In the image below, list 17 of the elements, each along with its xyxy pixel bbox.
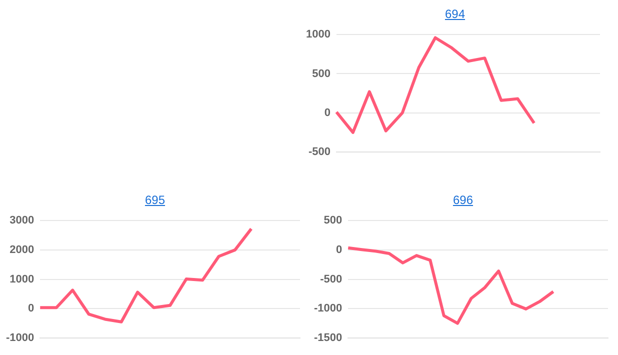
y-tick-label: -1000: [6, 332, 34, 344]
y-tick-label: 2000: [10, 244, 34, 256]
y-tick-label: 1000: [306, 28, 330, 41]
y-tick-label: 3000: [10, 214, 34, 227]
y-tick-label: 500: [312, 68, 330, 80]
y-tick-label: 0: [324, 106, 330, 119]
y-tick-label: -500: [320, 273, 342, 286]
y-tick-label: 0: [28, 302, 34, 315]
y-tick-label: 1000: [10, 273, 34, 286]
y-tick-label: 0: [336, 244, 342, 256]
chart-title: 696: [452, 193, 474, 207]
y-tick-label: -1500: [314, 332, 342, 344]
y-tick-label: -500: [308, 146, 330, 158]
y-tick-label: 500: [324, 214, 342, 227]
y-tick-label: -1000: [314, 302, 342, 315]
chart-title: 694: [444, 7, 466, 21]
chart-title: 695: [144, 193, 166, 207]
